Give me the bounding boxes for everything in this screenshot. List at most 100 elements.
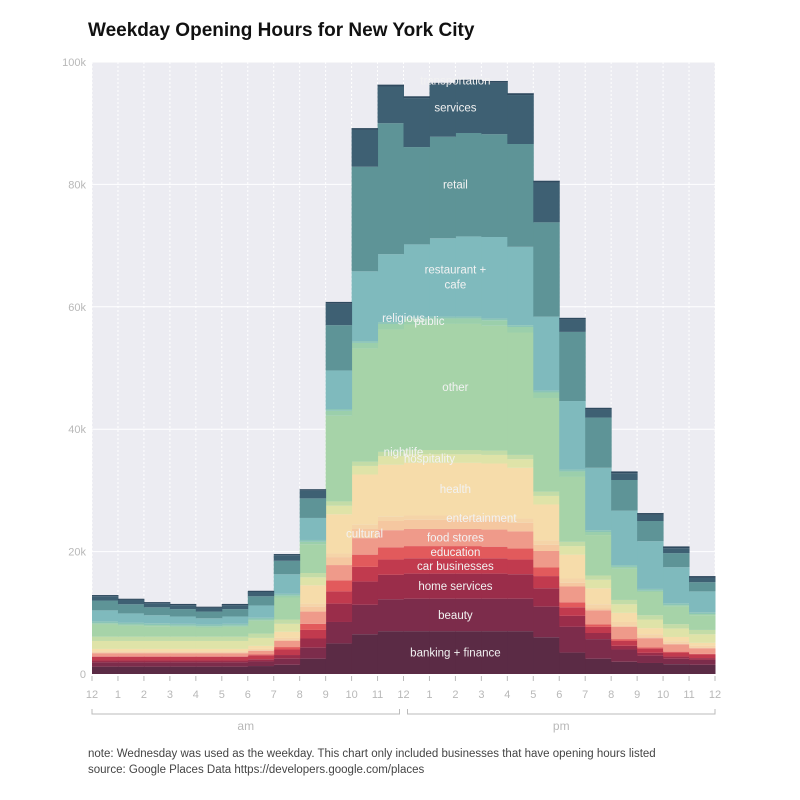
bar-segment [169, 662, 197, 667]
bar-segment [455, 558, 482, 574]
bar-segment [143, 666, 171, 674]
bar-segment [637, 634, 664, 638]
bar-segment [507, 144, 534, 247]
bar-segment [455, 323, 482, 451]
bar-segment [585, 658, 612, 674]
bar-segment [247, 661, 275, 667]
series-label: religious [382, 313, 425, 325]
bar-segment [429, 546, 456, 559]
bar-segment [377, 631, 404, 674]
bar-segment [689, 577, 716, 583]
bar-segment [611, 661, 638, 674]
bar-segment [689, 629, 716, 635]
bar-segment [377, 521, 404, 531]
bar-segment [92, 660, 119, 663]
bar-segment [481, 546, 508, 559]
bar-segment [325, 409, 353, 411]
bar-segment [221, 648, 249, 652]
bar-segment [481, 463, 508, 517]
bar-segment [143, 615, 171, 624]
bar-segment [143, 662, 171, 667]
bar-segment [663, 546, 690, 549]
bar-segment [195, 653, 223, 657]
bar-segment [169, 656, 197, 661]
bar-segment [273, 593, 301, 596]
bar-segment [481, 598, 508, 632]
bar-segment [195, 607, 223, 612]
bar-segment [585, 639, 612, 659]
bar-segment [143, 602, 171, 604]
bar-segment [533, 182, 560, 223]
bar-segment [637, 615, 664, 620]
bar-segment [117, 656, 145, 657]
bar-segment [195, 662, 223, 667]
bar-segment [689, 614, 716, 616]
bar-segment [351, 342, 379, 349]
bar-segment [455, 519, 482, 529]
bar-segment [377, 323, 404, 330]
bar-segment [663, 624, 690, 629]
bar-segment [637, 638, 664, 648]
x-tick-label: 11 [683, 689, 694, 701]
bar-segment [637, 514, 664, 521]
source-text: source: Google Places Data https://devel… [88, 764, 425, 776]
bar-segment [611, 568, 638, 600]
bar-segment [351, 128, 379, 130]
bar-segment [559, 546, 586, 555]
bar-segment [117, 604, 145, 614]
bar-segment [377, 574, 404, 600]
bar-segment [143, 648, 171, 652]
bar-segment [221, 623, 249, 626]
bar-segment [117, 653, 145, 657]
bar-segment [169, 640, 197, 649]
series-label: education [430, 547, 480, 559]
bar-segment [221, 605, 249, 610]
bar-segment [585, 409, 612, 418]
bar-segment [325, 603, 353, 622]
bar-segment [507, 522, 534, 532]
y-tick-label: 80k [68, 179, 86, 191]
bar-segment [273, 658, 301, 665]
bar-segment [351, 465, 379, 475]
bar-segment [247, 617, 275, 620]
bar-segment [117, 599, 145, 605]
bar-segment [507, 454, 534, 460]
bar-segment [429, 450, 456, 455]
x-tick-label: 1 [426, 689, 432, 701]
bar-segment [273, 664, 301, 674]
bar-segment [481, 558, 508, 574]
bar-segment [377, 547, 404, 560]
bar-segment [689, 653, 716, 655]
bar-segment [247, 659, 275, 662]
bar-segment [169, 636, 197, 641]
bar-segment [481, 320, 508, 326]
bar-segment [247, 650, 275, 651]
bar-segment [325, 591, 353, 604]
bar-segment [663, 644, 690, 652]
bar-segment [351, 348, 379, 462]
bar-segment [507, 93, 534, 96]
x-tick-label: 2 [141, 689, 147, 701]
bar-segment [325, 514, 353, 554]
bar-segment [455, 316, 482, 319]
bar-segment [533, 495, 560, 505]
bar-segment [559, 331, 586, 402]
bar-segment [221, 626, 249, 637]
bar-segment [221, 660, 249, 663]
bar-segment [611, 510, 638, 566]
bar-segment [247, 654, 275, 656]
bar-segment [273, 637, 301, 640]
bar-segment [247, 605, 275, 618]
bar-segment [377, 456, 404, 465]
bar-segment [533, 637, 560, 674]
bar-segment [611, 626, 638, 640]
bar-segment [377, 451, 404, 457]
bar-segment [481, 82, 508, 135]
bar-segment [377, 599, 404, 632]
bar-segment [325, 301, 353, 304]
bar-segment [689, 612, 716, 615]
bar-segment [429, 631, 456, 674]
bar-segment [663, 548, 690, 554]
bar-segment [195, 611, 223, 619]
bar-segment [429, 316, 456, 319]
